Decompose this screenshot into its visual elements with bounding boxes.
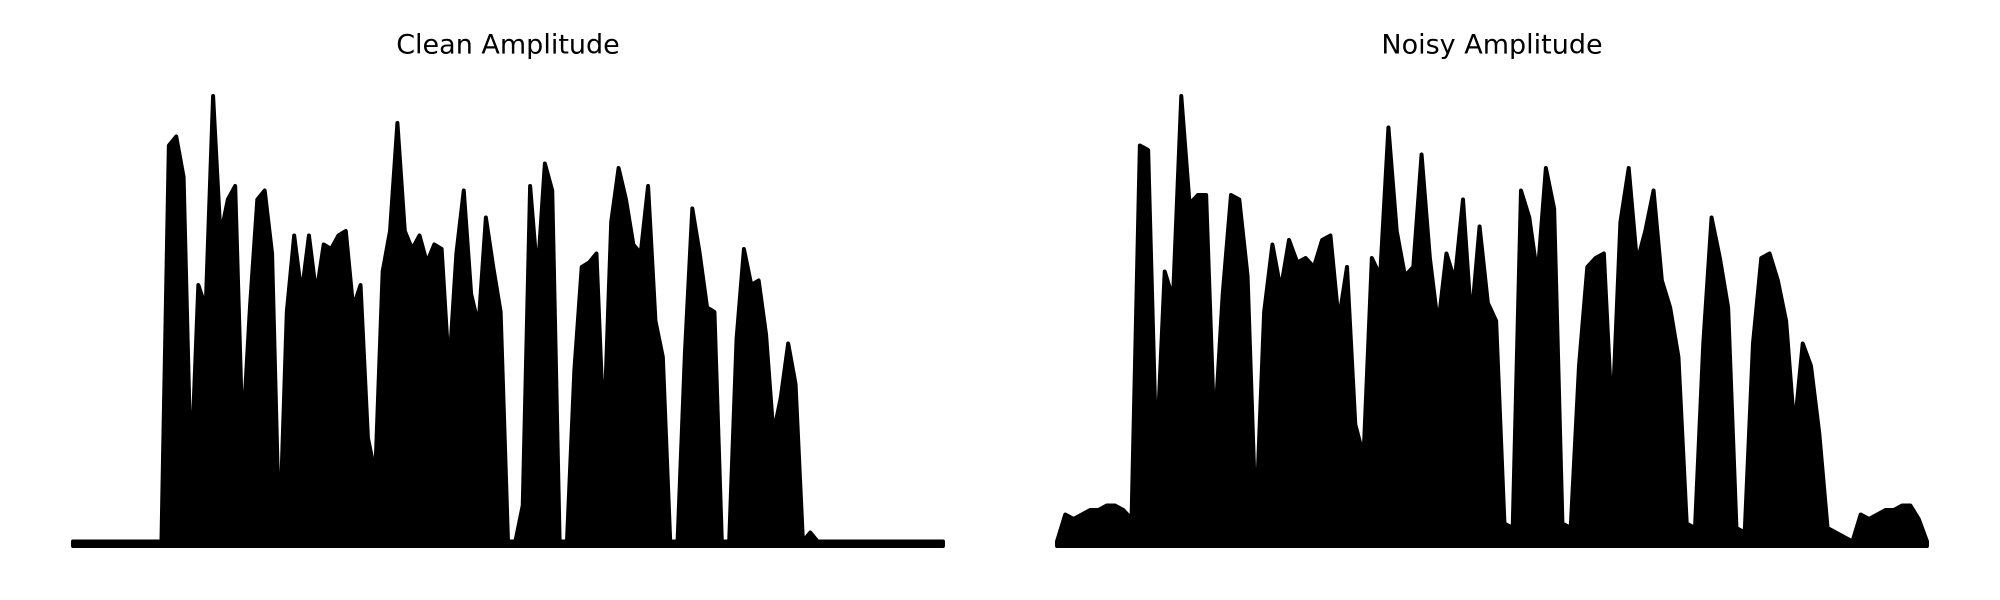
amplitude-envelope — [1055, 94, 1929, 548]
chart-title: Clean Amplitude — [396, 30, 620, 61]
chart-title: Noisy Amplitude — [1381, 30, 1602, 61]
amplitude-envelope — [71, 94, 945, 548]
